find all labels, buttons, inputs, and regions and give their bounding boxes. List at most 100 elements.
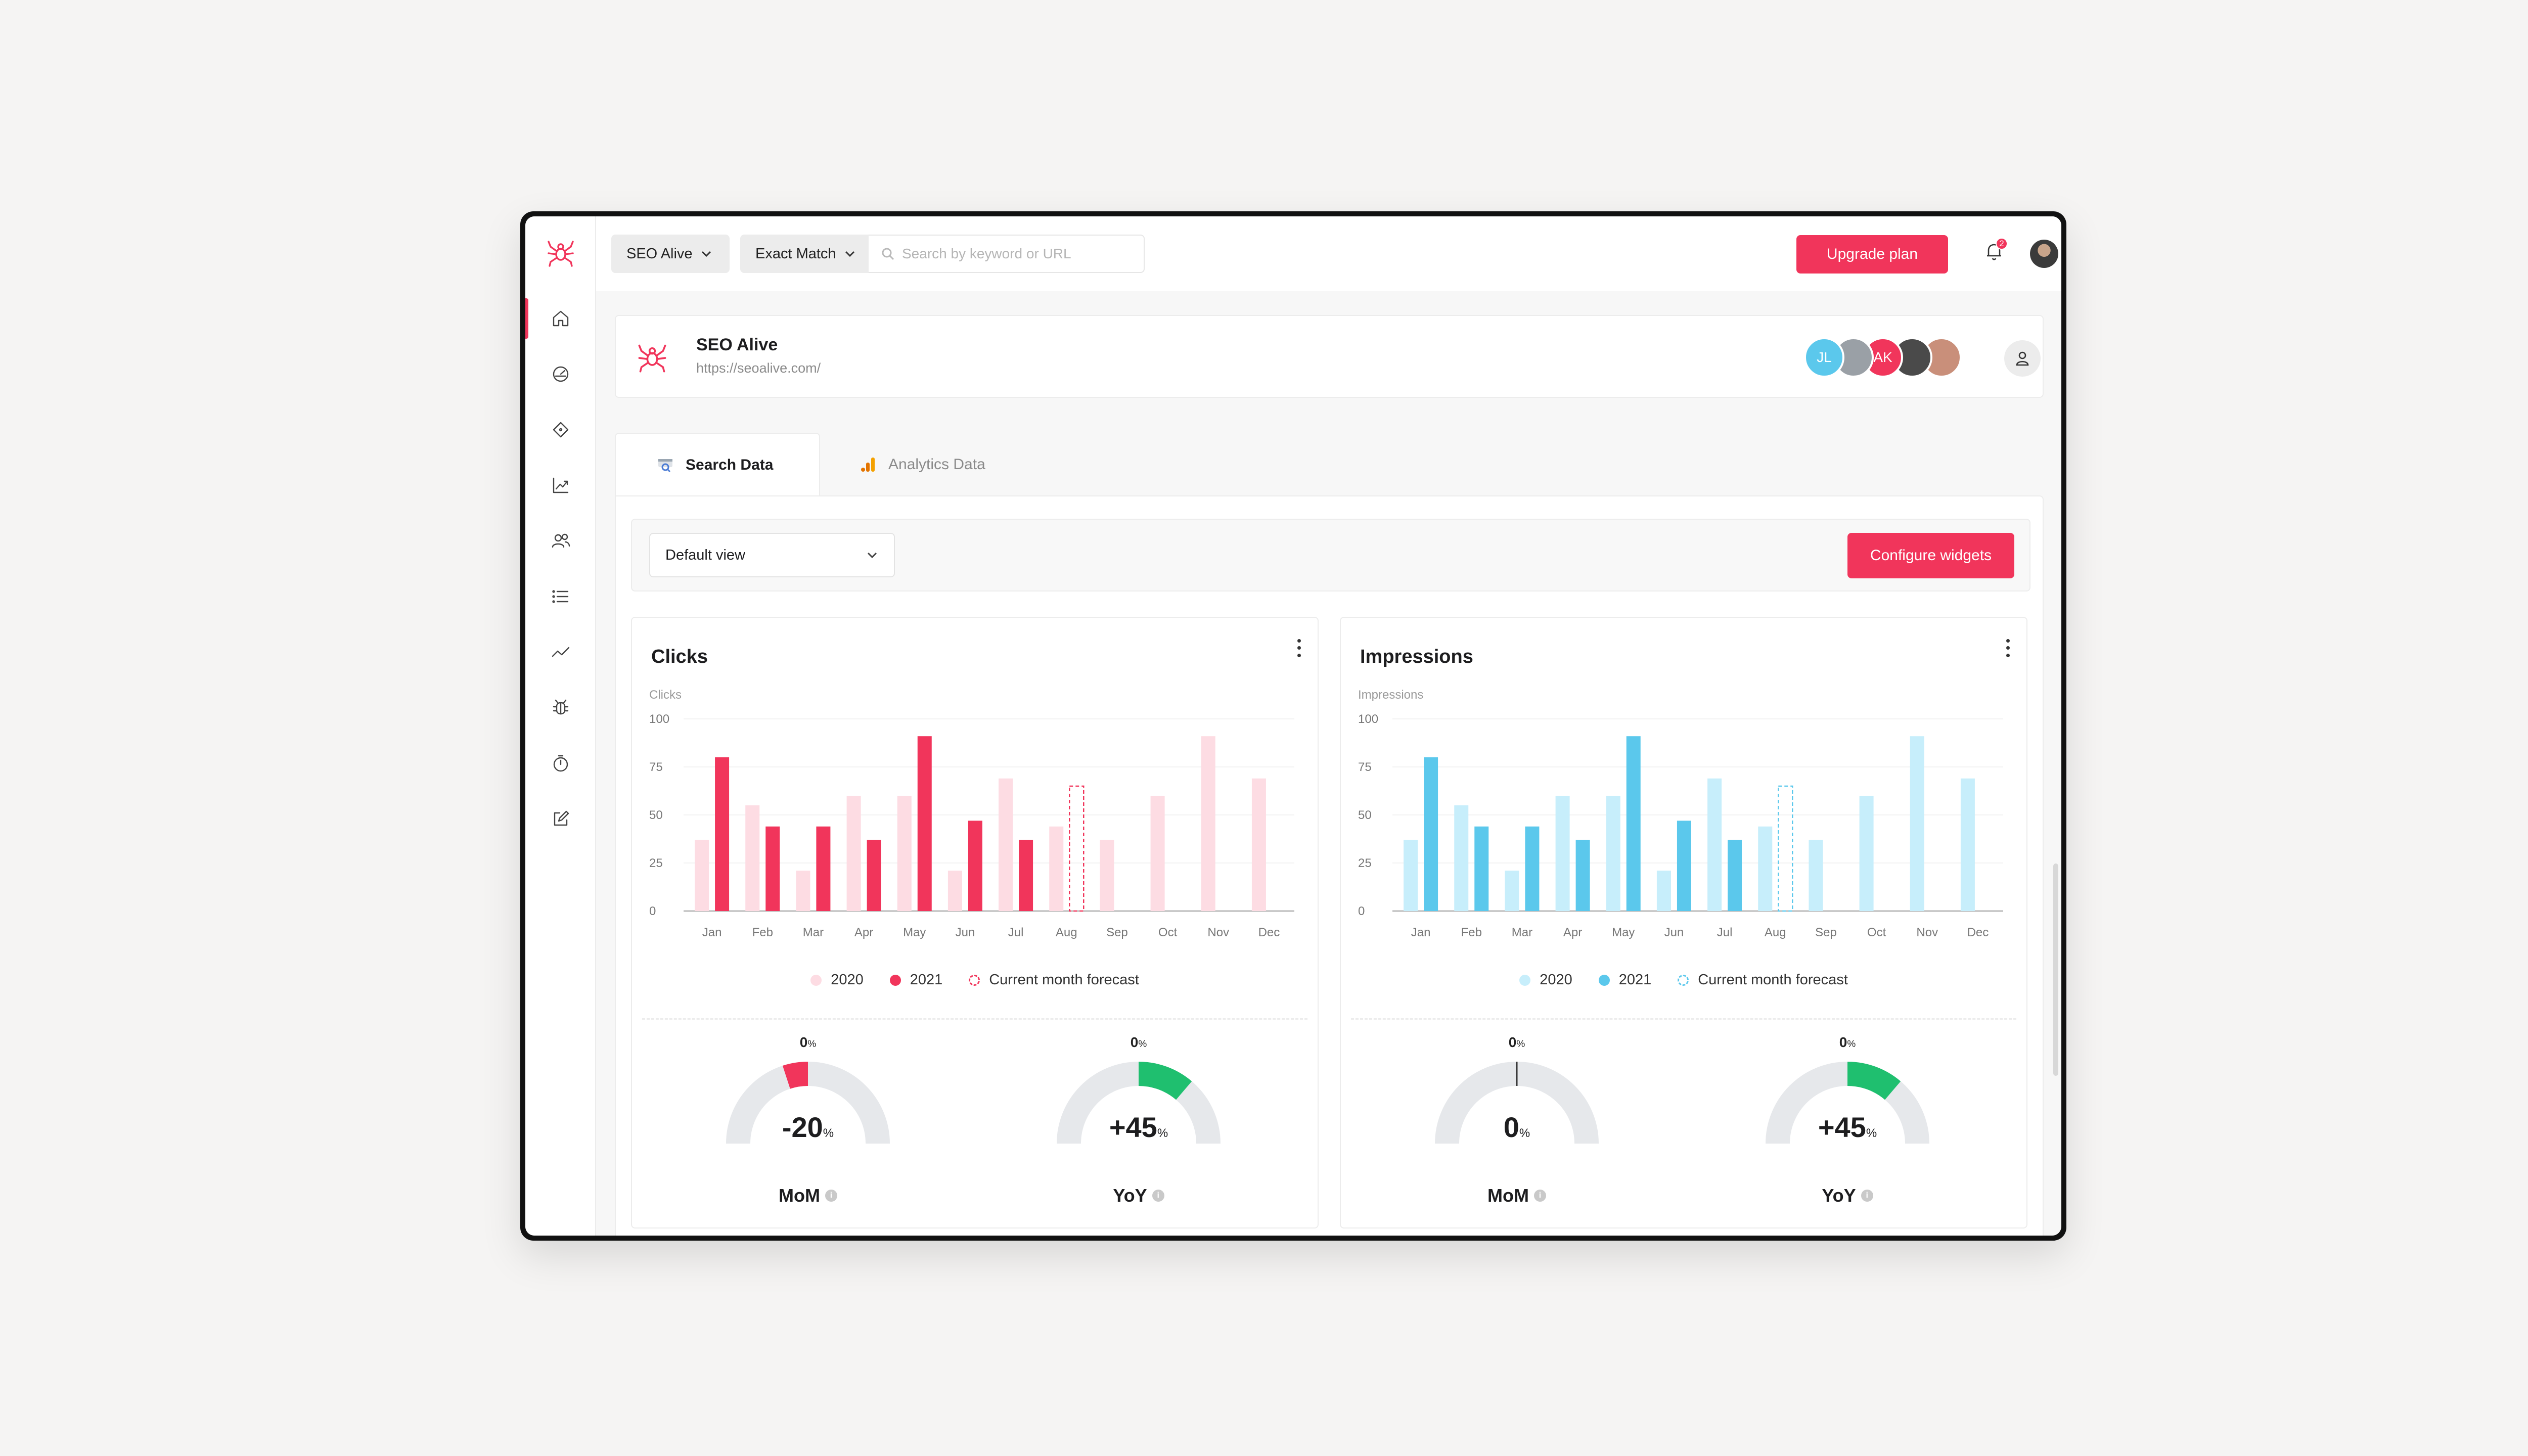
legend-item-forecast[interactable]: Current month forecast (1678, 972, 1848, 988)
legend-label: 2020 (831, 972, 864, 988)
bar-forecast[interactable] (1778, 785, 1793, 912)
sidebar-item-timer[interactable] (525, 738, 596, 789)
bar-2020[interactable] (796, 871, 810, 911)
bar-2021[interactable] (1575, 840, 1590, 911)
sidebar-item-target[interactable] (525, 404, 596, 455)
configure-widgets-button[interactable]: Configure widgets (1847, 533, 2014, 578)
app-screen: SEO Alive Exact Match Search by keyword … (525, 216, 2061, 1236)
bar-2021[interactable] (1728, 840, 1742, 911)
bar-2020[interactable] (1758, 826, 1773, 911)
app-logo[interactable] (546, 238, 576, 268)
gauge-label: MoM i (717, 1185, 899, 1206)
sidebar-item-rankings[interactable] (525, 460, 596, 511)
x-tick-label: Aug (1056, 926, 1077, 939)
bar-2021[interactable] (715, 757, 730, 911)
match-type-dropdown[interactable]: Exact Match (740, 235, 882, 273)
user-avatar[interactable] (2030, 240, 2058, 268)
bar-2020[interactable] (1505, 871, 1519, 911)
bar-2020[interactable] (1656, 871, 1671, 911)
tab-search-data[interactable]: Search Data (615, 433, 820, 496)
y-tick-label: 50 (1358, 808, 1372, 822)
bar-2021[interactable] (765, 826, 780, 911)
upgrade-plan-button[interactable]: Upgrade plan (1796, 235, 1948, 274)
x-tick-label: Jan (1411, 926, 1431, 939)
bar-2020[interactable] (1454, 805, 1469, 911)
info-icon[interactable]: i (1861, 1190, 1873, 1202)
view-select[interactable]: Default view (649, 533, 895, 577)
bar-2021[interactable] (1626, 736, 1641, 911)
project-url[interactable]: https://seoalive.com/ (696, 360, 821, 376)
bar-2020[interactable] (1100, 840, 1114, 911)
legend-item-2020[interactable]: 2020 (810, 972, 864, 988)
bar-2020[interactable] (1707, 778, 1722, 911)
analytics-icon (861, 458, 875, 472)
search-input[interactable]: Search by keyword or URL (869, 235, 1145, 273)
bar-2020[interactable] (1150, 796, 1165, 911)
sidebar-item-dashboard[interactable] (525, 349, 596, 399)
info-icon[interactable]: i (1152, 1190, 1164, 1202)
bar-2020[interactable] (1404, 840, 1418, 911)
bar-2020[interactable] (846, 796, 861, 911)
notifications-button[interactable]: 2 (1983, 238, 2009, 266)
bar-2020[interactable] (1910, 736, 1924, 911)
x-tick-label: Nov (1207, 926, 1229, 939)
bar-2020[interactable] (947, 871, 962, 911)
bar-2020[interactable] (1809, 840, 1823, 911)
info-icon[interactable]: i (1533, 1190, 1546, 1202)
bar-2021[interactable] (816, 826, 831, 911)
list-icon (552, 590, 569, 603)
legend-item-2021[interactable]: 2021 (889, 972, 942, 988)
bar-2021[interactable] (1019, 840, 1033, 911)
bar-2021[interactable] (917, 736, 932, 911)
tab-analytics-data[interactable]: Analytics Data (839, 433, 985, 496)
bar-2020[interactable] (1555, 796, 1570, 911)
sidebar-item-edit[interactable] (525, 794, 596, 844)
bar-2021[interactable] (1677, 821, 1691, 911)
dashboard-icon (553, 366, 569, 382)
legend-item-2021[interactable]: 2021 (1598, 972, 1651, 988)
legend-swatch (1519, 974, 1531, 986)
bar-2021[interactable] (968, 821, 982, 911)
sidebar-item-activity[interactable] (525, 627, 596, 677)
target-icon (553, 422, 569, 438)
info-icon[interactable]: i (825, 1190, 837, 1202)
team-avatars[interactable]: JL AK (1804, 337, 1962, 378)
bar-2020[interactable] (1960, 778, 1975, 911)
yoy-gauge: 0% +45% YoY i (1756, 1027, 1938, 1214)
search-icon (882, 248, 894, 260)
bar-forecast[interactable] (1069, 785, 1085, 912)
device-frame: SEO Alive Exact Match Search by keyword … (520, 211, 2066, 1241)
add-user-button[interactable] (2004, 340, 2041, 377)
mom-gauge: 0% -20% MoM i (717, 1027, 899, 1214)
bar-2020[interactable] (1049, 826, 1064, 911)
bar-2020[interactable] (999, 778, 1013, 911)
legend-swatch (969, 974, 980, 986)
sidebar-item-home[interactable] (525, 293, 596, 344)
more-options-icon[interactable] (2000, 637, 2015, 659)
chevron-down-icon[interactable] (2060, 247, 2061, 261)
team-avatar[interactable]: JL (1804, 337, 1844, 378)
bar-2020[interactable] (1251, 778, 1266, 911)
bar-2020[interactable] (1201, 736, 1215, 911)
legend-swatch (1678, 974, 1689, 986)
user-icon (2016, 351, 2029, 366)
sidebar-item-bugs[interactable] (525, 682, 596, 733)
bar-2021[interactable] (1525, 826, 1540, 911)
divider (1351, 1018, 2016, 1020)
project-dropdown[interactable]: SEO Alive (611, 235, 730, 273)
bar-2020[interactable] (695, 840, 709, 911)
bar-2020[interactable] (897, 796, 912, 911)
bar-2020[interactable] (1859, 796, 1874, 911)
sidebar-item-list[interactable] (525, 571, 596, 622)
bar-2021[interactable] (867, 840, 881, 911)
bar-2021[interactable] (1474, 826, 1489, 911)
legend-item-forecast[interactable]: Current month forecast (969, 972, 1139, 988)
sidebar-item-users[interactable] (525, 516, 596, 566)
bar-2020[interactable] (1606, 796, 1620, 911)
divider (642, 1018, 1307, 1020)
legend-item-2020[interactable]: 2020 (1519, 972, 1572, 988)
bar-2020[interactable] (745, 805, 760, 911)
bar-2021[interactable] (1424, 757, 1438, 911)
scrollbar[interactable] (2053, 863, 2058, 1076)
more-options-icon[interactable] (1291, 637, 1306, 659)
